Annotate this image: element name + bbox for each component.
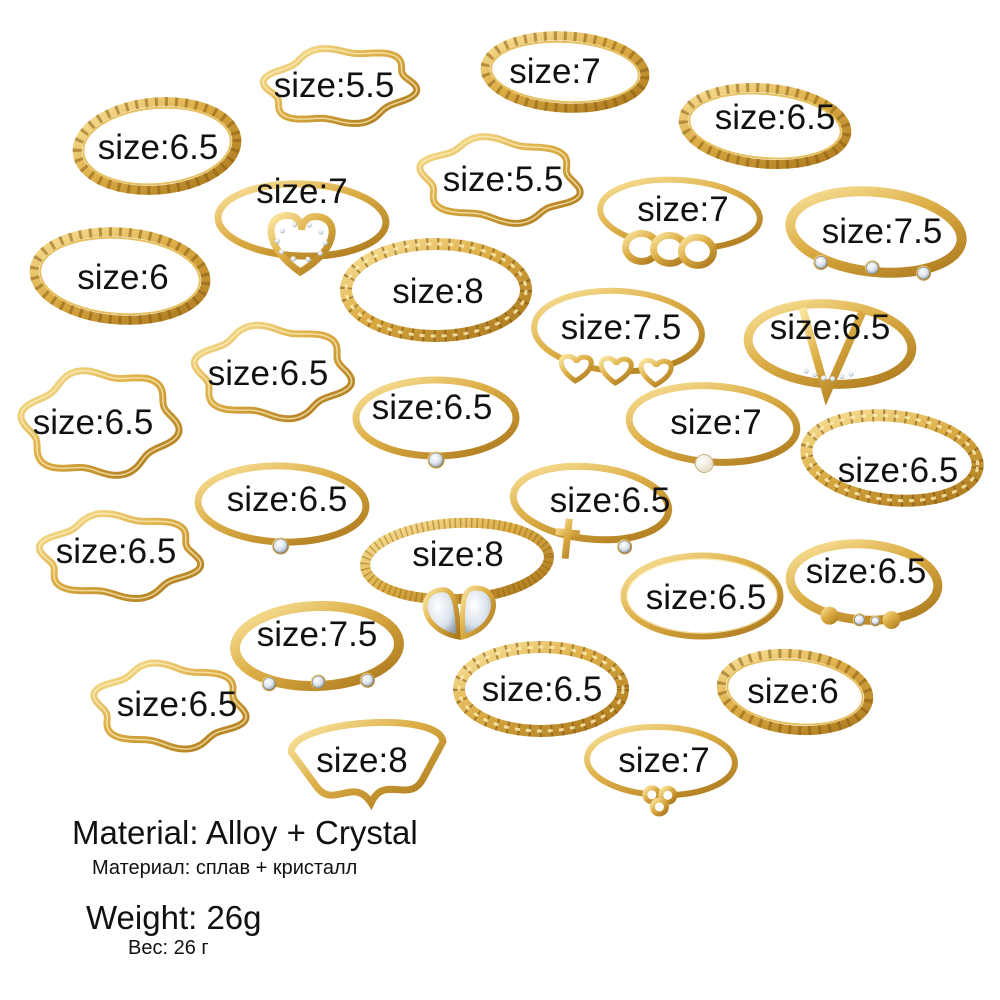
ring-size-label: size:6.5	[97, 128, 219, 167]
ring-size-label: size:6.5	[837, 451, 959, 490]
ring-3	[678, 82, 852, 170]
ring-size-label: size:7	[670, 403, 762, 442]
ring-size-label: size:7	[256, 172, 348, 211]
ring-size-label: size:6.5	[116, 685, 238, 724]
ring-size-label: size:6.5	[55, 532, 177, 571]
ring-size-label: size:6.5	[481, 670, 603, 709]
ring-19	[509, 462, 673, 559]
ring-size-label: size:6.5	[714, 98, 836, 137]
ring-size-label: size:6.5	[549, 481, 671, 520]
ring-18	[194, 462, 370, 555]
ring-size-label: size:6.5	[207, 354, 329, 393]
ring-20	[35, 509, 205, 603]
ring-6	[416, 133, 584, 227]
ring-4	[72, 97, 242, 195]
ring-12	[743, 299, 917, 406]
ring-size-label: size:7	[637, 190, 729, 229]
ring-16	[625, 382, 801, 473]
ring-17	[800, 409, 984, 507]
ring-8	[785, 186, 967, 281]
ring-22	[620, 552, 784, 640]
ring-size-label: size:5.5	[273, 66, 395, 105]
ring-14	[17, 367, 183, 479]
ring-23	[785, 539, 943, 630]
ring-size-label: size:6	[77, 258, 169, 297]
ring-7	[597, 176, 763, 269]
ring-9	[29, 227, 211, 325]
ring-size-label: size:5.5	[442, 160, 564, 199]
ring-size-label: size:6.5	[226, 480, 348, 519]
ring-size-label: size:8	[392, 272, 484, 311]
ring-size-label: size:6.5	[371, 388, 493, 427]
weight-caption-ru: Вес: 26 г	[128, 937, 209, 959]
ring-size-label: size:6.5	[805, 552, 927, 591]
ring-size-label: size:8	[316, 741, 408, 780]
ring-28	[287, 718, 447, 811]
ring-size-label: size:6	[747, 672, 839, 711]
ring-size-label: size:7	[509, 52, 601, 91]
ring-10	[340, 238, 532, 342]
ring-11	[531, 287, 705, 388]
ring-24	[230, 600, 404, 692]
ring-27	[716, 648, 874, 736]
ring-size-label: size:7	[618, 741, 710, 780]
ring-25	[90, 659, 250, 753]
ring-29	[584, 723, 738, 817]
material-caption-ru: Материал: сплав + кристалл	[92, 857, 358, 879]
ring-2	[480, 31, 650, 113]
material-caption: Material: Alloy + Crystal	[72, 814, 418, 851]
ring-size-label: size:7.5	[560, 308, 682, 347]
ring-size-label: size:6.5	[645, 578, 767, 617]
ring-size-label: size:8	[412, 535, 504, 574]
ring-size-label: size:6.5	[32, 403, 154, 442]
ring-26	[453, 641, 629, 737]
ring-size-label: size:7.5	[256, 615, 378, 654]
ring-size-label: size:6.5	[769, 308, 891, 347]
ring-15	[352, 376, 520, 469]
ring-size-label: size:7.5	[821, 212, 943, 251]
weight-caption: Weight: 26g	[86, 899, 262, 936]
ring-1	[259, 45, 421, 127]
ring-13	[190, 321, 356, 423]
ring-21	[360, 517, 554, 641]
